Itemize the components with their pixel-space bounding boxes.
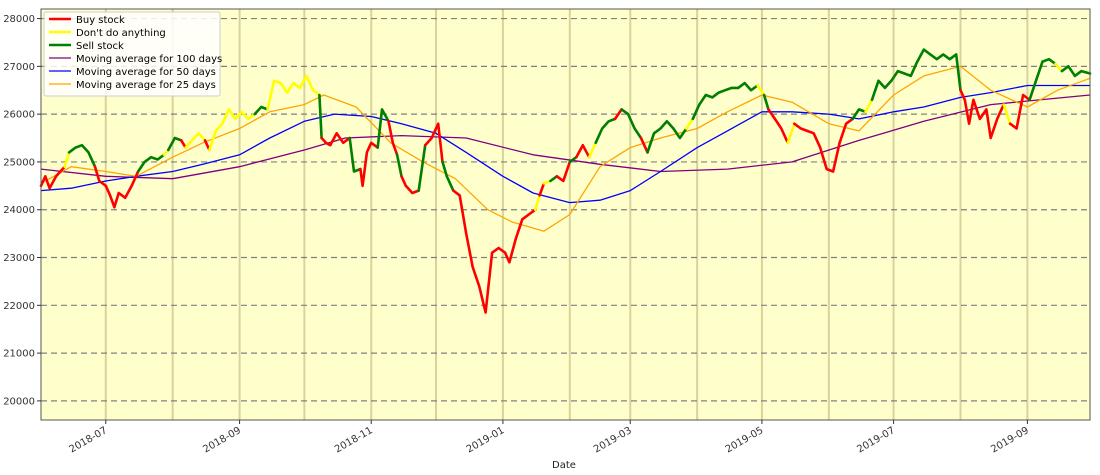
price-segment-sell [851, 108, 867, 121]
y-tick-label: 25000 [3, 157, 35, 168]
price-segment-sell [691, 81, 759, 121]
plot-border [40, 8, 1091, 421]
x-tick-label: 2019-07 [855, 425, 897, 455]
price-segment-buy [39, 165, 66, 190]
price-segment-buy [451, 189, 537, 314]
moving-average-line [40, 94, 1091, 180]
moving-average-line [40, 84, 1090, 204]
legend-label: Moving average for 25 days [76, 80, 216, 91]
price-segment-buy [574, 143, 591, 159]
y-tick-label: 28000 [3, 14, 35, 25]
x-tick-label: 2018-09 [201, 425, 243, 455]
moving-average-line [40, 65, 1091, 232]
price-segment-sell [568, 155, 578, 164]
price-segment-sell [417, 143, 427, 192]
y-axis-ticks: 20000 21000 22000 23000 24000 25000 26000 27000… [3, 14, 41, 407]
price-segment-buy [93, 165, 140, 209]
x-tick-label: 2019-03 [592, 425, 634, 455]
price-signal-lines [39, 48, 1092, 314]
price-segment-sell [594, 117, 617, 145]
price-segment-sell [136, 153, 166, 173]
price-segment-hold [184, 132, 207, 149]
x-tick-label: 2018-11 [333, 425, 375, 455]
legend-label: Buy stock [76, 15, 125, 26]
x-axis-label: Date [552, 460, 576, 471]
x-tick-label: 2019-05 [724, 425, 766, 455]
price-segment-sell [870, 48, 962, 102]
price-segment-sell [376, 108, 390, 149]
price-segment-sell [646, 120, 688, 154]
legend-box [43, 11, 221, 97]
price-segment-buy [639, 136, 649, 154]
price-segment-buy [359, 141, 380, 188]
legend-label: Moving average for 50 days [76, 67, 216, 78]
price-segment-sell [441, 160, 455, 192]
price-segment-buy [613, 108, 623, 121]
legend-label: Moving average for 100 days [76, 54, 222, 65]
price-segment-sell [762, 93, 770, 111]
y-tick-label: 26000 [3, 110, 35, 121]
price-segment-buy [400, 175, 421, 195]
y-tick-label: 21000 [3, 349, 35, 360]
price-segment-sell [549, 175, 559, 183]
price-segment-buy [180, 139, 187, 149]
price-segment-buy [320, 132, 352, 147]
moving-average-lines [40, 65, 1091, 232]
price-segment-buy [1008, 93, 1031, 130]
legend-label: Don't do anything [76, 28, 166, 39]
price-segment-hold [786, 122, 796, 145]
price-segment-sell [167, 136, 183, 152]
price-segment-hold [1054, 62, 1064, 73]
price-segment-buy [767, 108, 790, 145]
price-segment-hold [864, 98, 874, 114]
y-tick-label: 24000 [3, 205, 35, 216]
price-segment-hold [756, 84, 766, 97]
y-tick-label: 23000 [3, 253, 35, 264]
price-segment-buy [555, 160, 572, 183]
price-segment-sell [67, 143, 97, 168]
x-axis-ticks: 2018-07 2018-09 2018-11 2019-01 2019-03 2019-… [68, 420, 1031, 455]
price-segment-hold [63, 151, 71, 168]
x-tick-label: 2019-09 [989, 425, 1031, 455]
price-segment-buy [792, 117, 854, 173]
price-segment-hold [533, 194, 541, 211]
price-segment-sell [395, 153, 403, 178]
plot-frame [40, 8, 1091, 421]
price-segment-hold [266, 74, 321, 111]
price-segment-sell [318, 93, 323, 140]
vertical-gridlines [104, 9, 1029, 420]
price-segment-buy [387, 120, 399, 157]
y-tick-label: 22000 [3, 301, 35, 312]
x-tick-label: 2018-07 [68, 425, 110, 455]
y-tick-label: 27000 [3, 62, 35, 73]
price-segment-buy [538, 182, 546, 197]
price-segment-sell [348, 136, 362, 173]
x-tick-label: 2019-01 [465, 425, 507, 455]
price-segment-sell [1060, 65, 1092, 78]
price-segment-hold [1002, 103, 1012, 125]
price-segment-hold [208, 108, 256, 152]
price-segment-hold [587, 141, 598, 159]
y-tick-label: 20000 [3, 396, 35, 407]
legend-label: Sell stock [76, 41, 124, 52]
price-segment-hold [685, 117, 695, 130]
price-segment-buy [423, 122, 444, 164]
price-segment-sell [1028, 57, 1057, 102]
price-segment-buy [959, 88, 1006, 140]
price-segment-sell [620, 108, 643, 140]
legend: Buy stock Don't do anything Sell stock Movi… [43, 11, 222, 97]
price-segment-sell [253, 105, 269, 116]
